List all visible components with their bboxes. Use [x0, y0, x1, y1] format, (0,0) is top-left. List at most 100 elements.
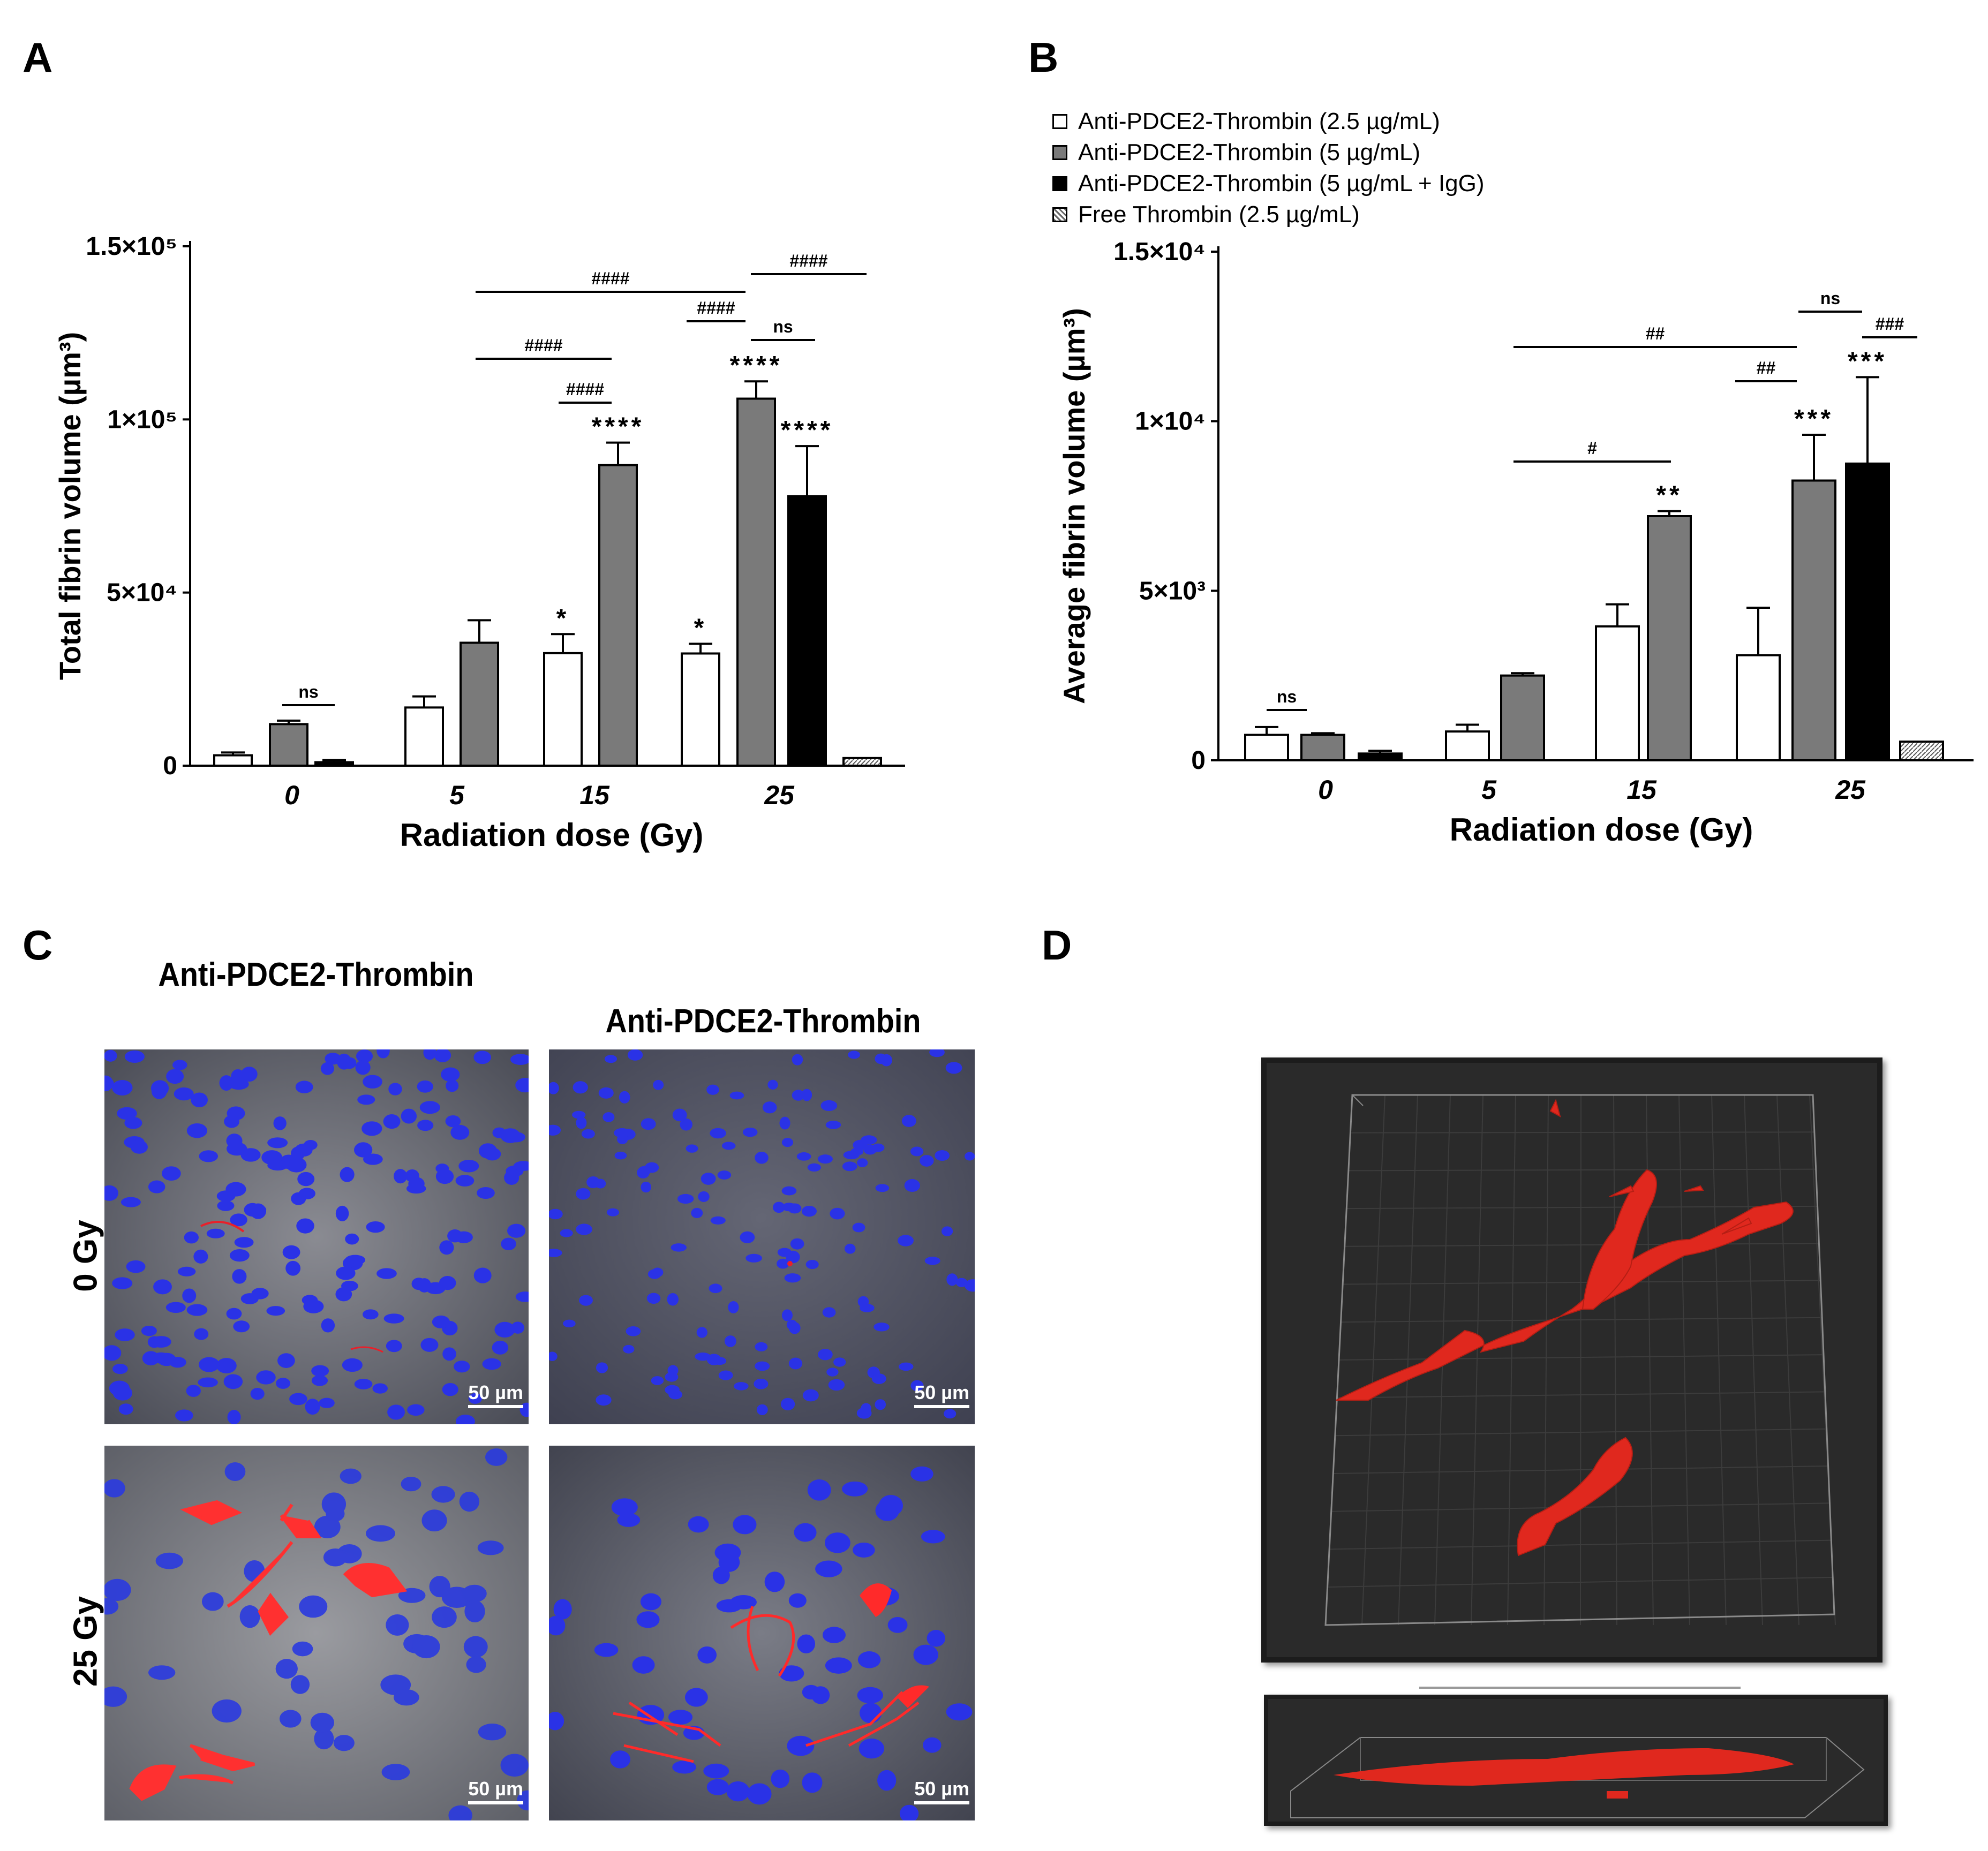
nucleus	[275, 1659, 298, 1679]
nucleus	[820, 1100, 838, 1111]
nucleus	[184, 1231, 199, 1244]
nucleus	[710, 1128, 726, 1139]
y-axis-label: Total fibrin volume (µm³)	[53, 332, 87, 680]
nucleus	[186, 1304, 208, 1316]
col-title-text: Anti-PDCE2-Thrombin	[158, 956, 474, 993]
nucleus	[572, 1110, 586, 1119]
legend-item: Anti-PDCE2-Thrombin (5 µg/mL + IgG)	[1052, 168, 1485, 199]
nucleus	[697, 1646, 717, 1664]
nucleus	[429, 1576, 450, 1598]
bar	[1647, 515, 1692, 761]
nucleus	[848, 1051, 861, 1059]
nucleus	[501, 1237, 516, 1251]
comparison-label: ns	[773, 317, 793, 336]
nucleus	[724, 1335, 736, 1347]
x-tick-label: 25	[1835, 775, 1866, 805]
nucleus	[842, 1481, 868, 1497]
nucleus	[112, 1277, 133, 1289]
nucleus	[450, 1124, 470, 1140]
nucleus	[458, 1159, 479, 1173]
nucleus	[665, 1372, 679, 1382]
nucleus	[640, 1593, 662, 1611]
chart-legend: Anti-PDCE2-Thrombin (2.5 µg/mL) Anti-PDC…	[1052, 106, 1485, 230]
nucleus	[802, 1389, 819, 1402]
nucleus	[494, 1321, 515, 1338]
nucleus	[355, 1060, 371, 1075]
nucleus	[742, 1127, 758, 1137]
legend-label: Anti-PDCE2-Thrombin (5 µg/mL + IgG)	[1078, 170, 1485, 197]
y-tick-label: 1.5×10⁴	[1113, 238, 1206, 266]
nucleus	[354, 1142, 373, 1158]
nucleus	[780, 1397, 795, 1411]
nucleus	[873, 1323, 890, 1332]
nucleus	[942, 1226, 953, 1236]
nucleus	[771, 1769, 790, 1788]
legend-item: Anti-PDCE2-Thrombin (2.5 µg/mL)	[1052, 106, 1485, 137]
nucleus	[466, 1656, 486, 1673]
nucleus	[224, 1115, 239, 1128]
nucleus	[311, 1365, 329, 1377]
nucleus	[383, 1114, 401, 1129]
nucleus	[298, 1188, 315, 1199]
nucleus	[216, 1358, 237, 1373]
nucleus	[150, 1336, 171, 1348]
nucleus	[709, 1283, 722, 1294]
nucleus	[875, 1053, 887, 1064]
nucleus	[853, 1542, 875, 1558]
nucleus	[611, 1498, 638, 1516]
nucleus	[182, 1288, 197, 1303]
bar	[1358, 752, 1403, 761]
nucleus	[651, 1376, 664, 1385]
y-tick-label: 1×10⁵	[107, 405, 177, 434]
nucleus	[165, 1302, 186, 1313]
legend-item: Free Thrombin (2.5 µg/mL)	[1052, 199, 1485, 230]
nucleus	[581, 1129, 595, 1139]
nucleus	[513, 1161, 529, 1171]
nucleus	[325, 1053, 341, 1065]
nucleus	[553, 1599, 572, 1620]
nucleus	[473, 1051, 492, 1064]
nucleus	[381, 1764, 410, 1780]
nucleus	[201, 1592, 224, 1611]
nucleus	[482, 1358, 501, 1370]
nucleus	[104, 1479, 125, 1498]
nucleus	[289, 1393, 307, 1406]
bar	[269, 723, 308, 767]
comparison-label: ####	[789, 251, 827, 270]
comparison-label: ####	[524, 336, 562, 355]
row-label-25gy: 25 Gy	[67, 1596, 104, 1687]
nucleus	[118, 1403, 133, 1415]
nucleus	[245, 1204, 267, 1215]
y-tick-label: 5×10³	[1139, 577, 1206, 605]
nucleus	[549, 1615, 566, 1636]
x-tick-label: 5	[1481, 775, 1497, 805]
nucleus	[825, 1532, 850, 1553]
nucleus	[295, 1143, 313, 1157]
nucleus	[320, 1062, 335, 1075]
nucleus	[579, 1295, 593, 1306]
nucleus	[292, 1641, 313, 1657]
nucleus	[126, 1260, 146, 1273]
panel-label-b: B	[1028, 34, 1059, 81]
nucleus	[297, 1172, 315, 1187]
nucleus	[779, 1116, 790, 1130]
nucleus	[362, 1309, 379, 1320]
bar	[681, 652, 720, 767]
nucleus	[148, 1180, 165, 1193]
nucleus	[857, 1651, 881, 1668]
nucleus	[773, 1202, 785, 1213]
nucleus	[859, 1738, 885, 1759]
nucleus	[833, 1357, 846, 1367]
nucleus	[929, 1049, 945, 1057]
nucleus	[193, 1249, 208, 1264]
nucleus	[408, 1177, 425, 1191]
nucleus	[817, 1154, 833, 1164]
grid-line	[1328, 1576, 1833, 1588]
y-axis-label: Average fibrin volume (µm³)	[1057, 308, 1091, 704]
nucleus	[224, 1462, 246, 1481]
nucleus	[576, 1223, 592, 1235]
nucleus	[617, 1513, 641, 1527]
nucleus	[226, 1134, 243, 1149]
legend-swatch	[1052, 207, 1067, 222]
nucleus	[423, 1049, 436, 1060]
